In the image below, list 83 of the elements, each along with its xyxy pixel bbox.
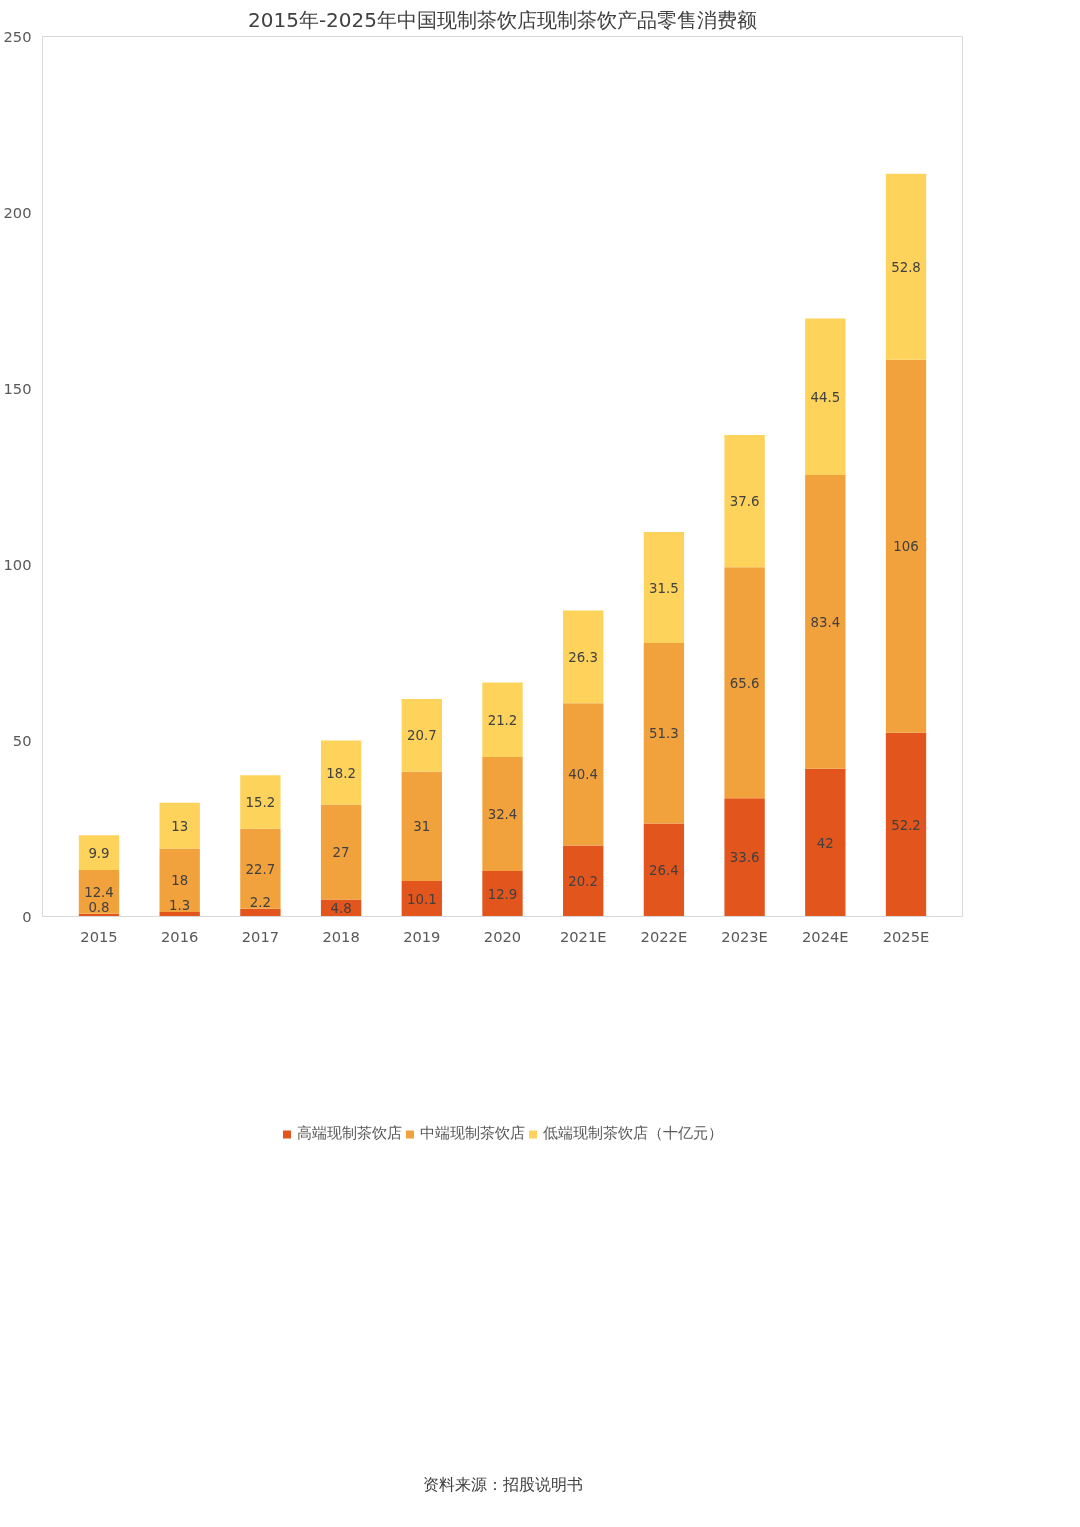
x-tick-label: 2025E — [882, 927, 930, 945]
x-tick-label: 2024E — [802, 927, 849, 945]
data-label: 26.4 — [649, 863, 679, 879]
bar — [643, 823, 685, 917]
bar — [805, 768, 846, 917]
data-label: 13 — [171, 818, 189, 834]
x-tick-label: 2015 — [80, 927, 118, 945]
y-tick-label: 250 — [3, 27, 32, 45]
data-label: 18.2 — [326, 765, 356, 781]
data-label: 15.2 — [245, 795, 276, 811]
bar — [482, 682, 523, 758]
bar — [78, 835, 120, 871]
data-label: 33.6 — [729, 850, 760, 866]
data-label: 1.3 — [169, 897, 191, 913]
bar — [240, 828, 281, 909]
bar — [885, 173, 927, 360]
bar — [805, 475, 846, 769]
data-label: 20.7 — [406, 728, 437, 744]
chart-title: 2015年-2025年中国现制茶饮店现制茶饮产品零售消费额 — [247, 7, 758, 32]
bar — [724, 567, 765, 799]
data-label: 12.9 — [487, 886, 518, 902]
data-label: 21.2 — [487, 712, 518, 728]
x-tick-label: 2020 — [483, 927, 522, 945]
legend-label: 中端现制茶饮店 — [419, 1124, 525, 1143]
bar — [159, 848, 200, 912]
y-tick-label: 0 — [22, 907, 32, 925]
bar — [724, 434, 765, 568]
data-label: 52.2 — [891, 817, 921, 833]
bar — [320, 804, 362, 900]
data-label: 0.8 — [88, 899, 110, 915]
bar — [724, 798, 765, 917]
data-label: 31 — [413, 819, 431, 835]
x-tick-label: 2023E — [721, 927, 768, 945]
data-label: 65.6 — [729, 675, 760, 691]
x-tick-label: 2017 — [241, 927, 280, 945]
bar — [805, 318, 846, 476]
data-label: 12.4 — [84, 884, 114, 900]
data-label: 32.4 — [487, 807, 518, 823]
data-label: 106 — [893, 539, 919, 555]
y-tick-label: 50 — [12, 731, 32, 749]
bar — [885, 359, 927, 733]
data-label: 52.8 — [891, 259, 921, 275]
data-label: 31.5 — [649, 580, 679, 596]
bar — [159, 802, 200, 849]
bar — [643, 532, 685, 643]
bar — [240, 908, 281, 917]
data-label: 2.2 — [249, 894, 271, 910]
bar — [240, 775, 281, 829]
legend-label: 高端现制茶饮店 — [296, 1124, 402, 1143]
bar — [563, 703, 604, 846]
data-label: 83.4 — [810, 614, 841, 630]
x-tick-label: 2016 — [161, 927, 199, 945]
x-tick-label: 2018 — [322, 927, 360, 945]
y-tick-label: 150 — [3, 379, 32, 397]
data-label: 20.2 — [568, 873, 599, 889]
bar — [563, 610, 604, 704]
y-tick-label: 100 — [3, 555, 32, 573]
bar — [320, 740, 362, 805]
bar — [482, 757, 523, 872]
bar — [563, 845, 604, 917]
data-label: 22.7 — [245, 861, 276, 877]
data-label: 40.4 — [568, 767, 599, 783]
x-tick-label: 2021E — [559, 927, 607, 945]
data-label: 44.5 — [810, 389, 841, 405]
x-tick-label: 2019 — [403, 927, 441, 945]
bar — [482, 871, 523, 917]
y-tick-label: 200 — [3, 203, 32, 221]
data-label: 18 — [171, 873, 189, 889]
bar — [401, 771, 442, 881]
data-label: 4.8 — [330, 901, 352, 917]
data-label: 27 — [332, 845, 350, 861]
data-label: 37.6 — [729, 494, 760, 510]
x-tick-label: 2022E — [640, 927, 688, 945]
bar — [401, 698, 442, 772]
data-label: 9.9 — [88, 845, 110, 861]
data-label: 26.3 — [568, 649, 599, 665]
data-label: 42 — [816, 835, 834, 851]
data-label: 10.1 — [406, 891, 437, 907]
bar — [885, 732, 927, 917]
data-label: 51.3 — [649, 726, 679, 742]
text: 资料来源：招股说明书 — [422, 1474, 583, 1494]
legend-label: 低端现制茶饮店（十亿元） — [542, 1124, 723, 1143]
bar — [643, 643, 685, 824]
